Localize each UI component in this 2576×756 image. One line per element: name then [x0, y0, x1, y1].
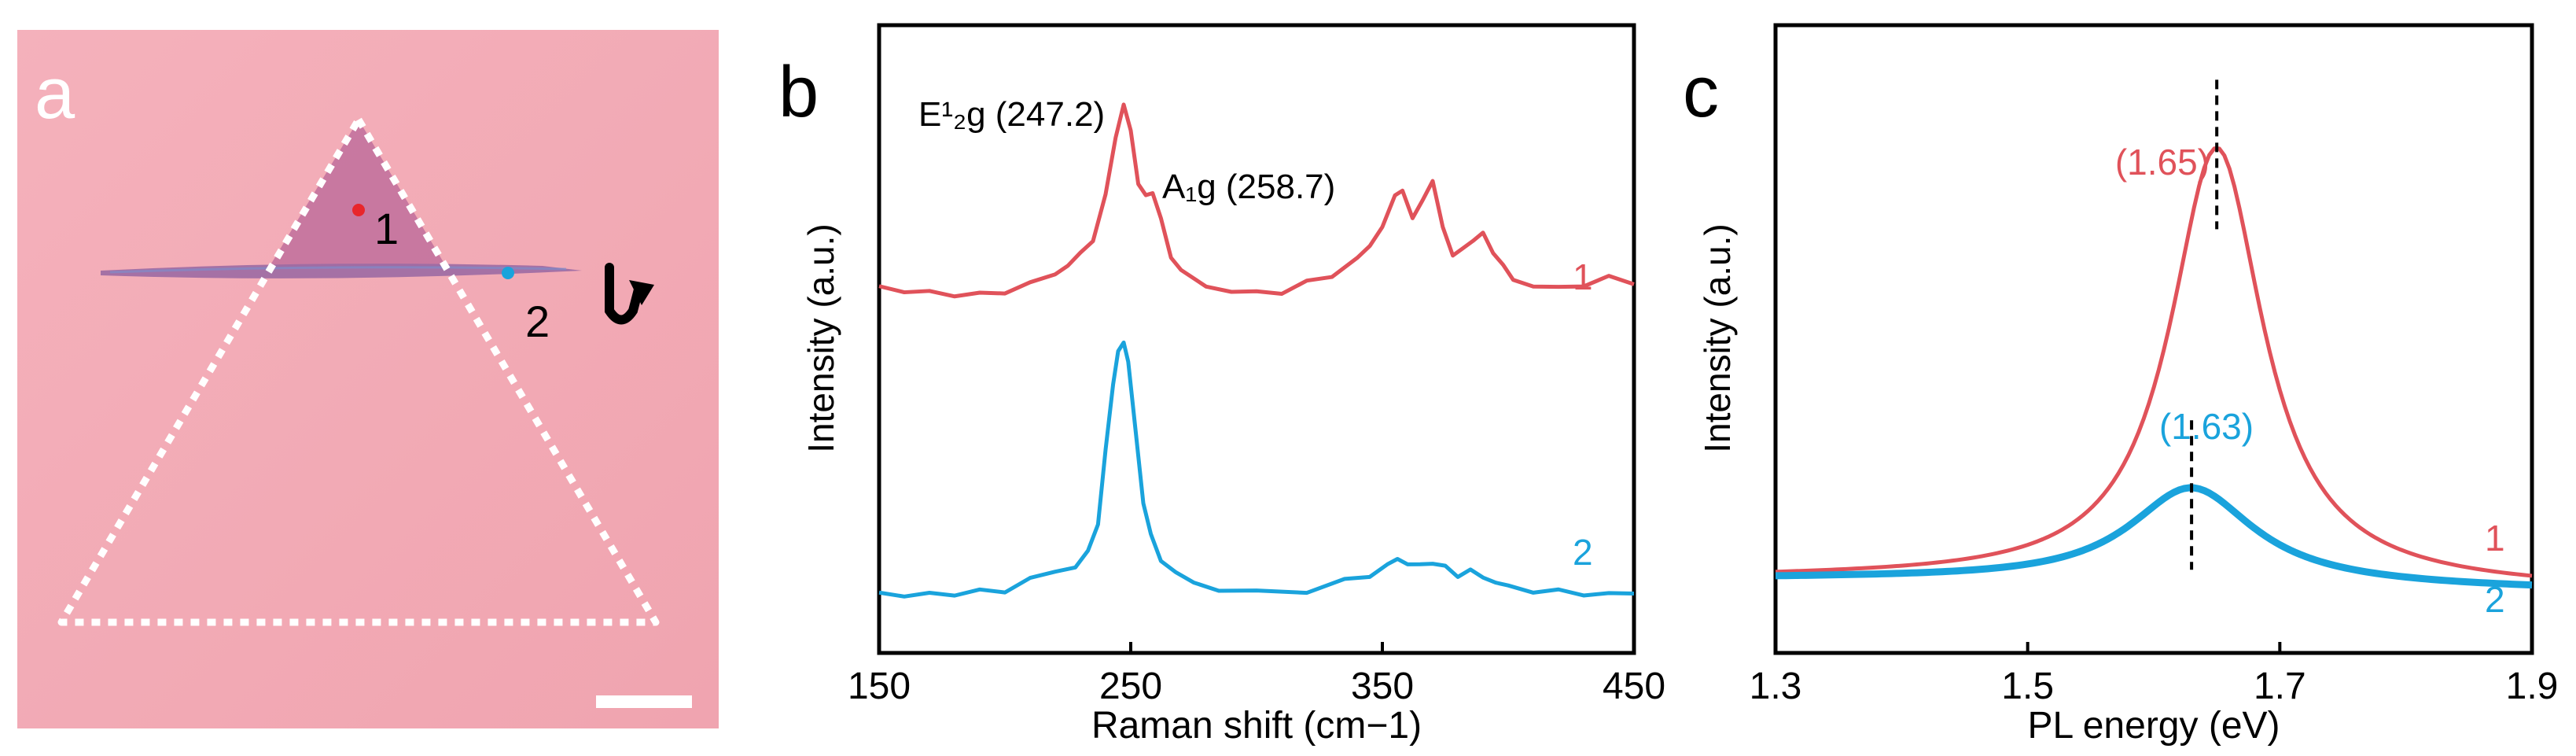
triangle-outline	[57, 116, 660, 626]
ribbon-highlight	[109, 266, 567, 274]
raman-series-2-line	[878, 340, 1635, 599]
raman-x-ticks: 150 250 350 450	[848, 642, 1665, 707]
panel-a-micrograph: 1 2 a	[17, 30, 719, 728]
annotation-a1g: A₁g (258.7)	[1162, 168, 1335, 206]
raman-x-tick-label: 350	[1351, 666, 1414, 707]
pl-peak-2-label: (1.63)	[2159, 406, 2254, 447]
raman-series-1-line	[878, 102, 1635, 299]
pl-x-ticks: 1.3 1.5 1.7 1.9	[1750, 642, 2559, 707]
fold-arrow-icon	[605, 263, 654, 325]
raman-x-tick-label: 250	[1099, 666, 1162, 707]
panel-label-a: a	[35, 53, 75, 134]
pl-x-tick-label: 1.7	[2254, 666, 2306, 707]
point-2-label: 2	[525, 297, 550, 346]
pl-x-tick-label: 1.3	[1750, 666, 1802, 707]
pl-series	[1775, 79, 2533, 589]
raman-x-tick-label: 450	[1603, 666, 1665, 707]
pl-x-tick-label: 1.9	[2506, 666, 2559, 707]
raman-series	[878, 102, 1635, 599]
panel-b-raman: b 150 250 350 450 Intensity (a.u.) Raman sh…	[778, 23, 1665, 747]
raman-plot-frame	[877, 23, 1636, 655]
raman-xlabel: Raman shift (cm−1)	[1091, 705, 1422, 747]
point-1-label: 1	[374, 204, 399, 253]
pl-ylabel: Intensity (a.u.)	[1697, 223, 1738, 452]
pl-plot-frame	[1773, 23, 2534, 655]
pl-series-2-line	[1775, 484, 2533, 589]
point-2-marker	[502, 267, 514, 279]
panel-c-pl: c 1.3 1.5 1.7 1.9 Intensity (a.u.) PL energ…	[1683, 23, 2559, 747]
pl-series-2-label: 2	[2485, 579, 2505, 620]
raman-ylabel: Intensity (a.u.)	[800, 223, 841, 452]
annotation-a1g-label: A₁g (258.7)	[1162, 168, 1335, 206]
raman-x-tick-label: 150	[848, 666, 911, 707]
raman-series-2-label: 2	[1573, 532, 1593, 573]
panel-label-b: b	[778, 52, 819, 132]
annotation-e2g: E¹₂g (247.2)	[918, 95, 1105, 134]
flake-region	[269, 120, 447, 267]
pl-xlabel: PL energy (eV)	[2027, 705, 2280, 747]
raman-series-1-label: 1	[1573, 256, 1593, 297]
pl-x-tick-label: 1.5	[2001, 666, 2054, 707]
panel-label-c: c	[1683, 52, 1719, 132]
pl-peak-1-label: (1.65)	[2115, 142, 2210, 183]
scale-bar	[596, 695, 692, 708]
annotation-e2g-label: E¹₂g (247.2)	[918, 95, 1105, 134]
pl-series-1-label: 1	[2485, 518, 2505, 559]
pl-series-1-line	[1775, 146, 2533, 578]
point-1-marker	[352, 204, 365, 216]
